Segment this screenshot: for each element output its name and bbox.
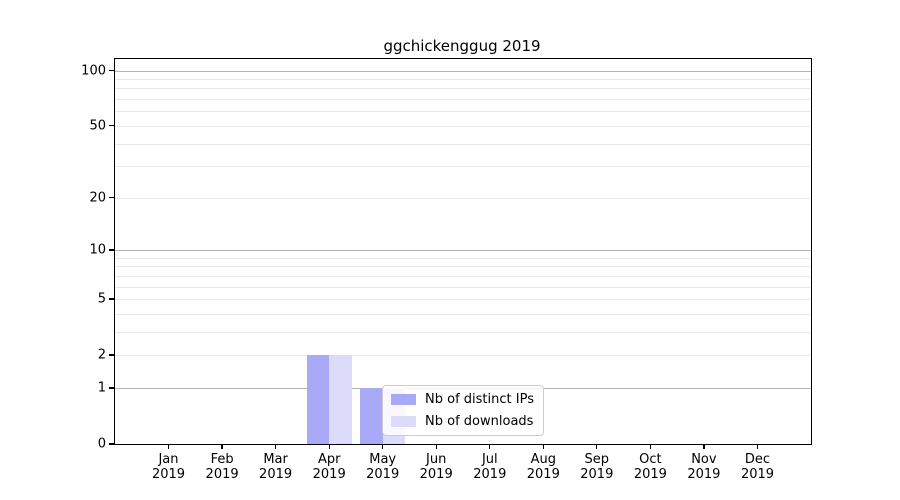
- y-tick-label: 10: [89, 242, 106, 258]
- bar-distinct-ips: [306, 355, 330, 444]
- x-tick: [703, 444, 705, 449]
- x-tick-label: Aug 2019: [526, 452, 560, 483]
- y-tick-label: 5: [97, 291, 106, 307]
- x-tick: [435, 444, 437, 449]
- minor-gridline: [115, 355, 811, 357]
- minor-gridline: [115, 78, 811, 80]
- x-tick: [274, 444, 277, 449]
- x-tick-label: Oct 2019: [633, 452, 667, 483]
- minor-gridline: [115, 111, 811, 113]
- minor-gridline: [115, 266, 811, 268]
- y-tick: [109, 298, 115, 300]
- y-tick: [109, 443, 115, 445]
- major-gridline: [115, 249, 811, 251]
- minor-gridline: [115, 286, 811, 288]
- y-tick-label: 2: [97, 347, 106, 363]
- legend-item-downloads: Nb of downloads: [391, 414, 534, 429]
- legend: Nb of distinct IPs Nb of downloads: [382, 385, 544, 436]
- minor-gridline: [115, 299, 811, 300]
- y-tick: [109, 196, 115, 199]
- x-tick: [382, 444, 384, 449]
- plot-area: Nb of distinct IPs Nb of downloads 0 1 2 5 1…: [81, 58, 812, 482]
- minor-gridline: [115, 331, 811, 333]
- y-tick: [109, 69, 115, 72]
- legend-item-distinct-ips: Nb of distinct IPs: [391, 392, 534, 407]
- y-tick-label: 20: [89, 190, 106, 206]
- minor-gridline: [115, 197, 811, 199]
- x-tick-label: Jun 2019: [419, 452, 453, 483]
- y-tick-label: 1: [97, 380, 106, 396]
- x-tick: [221, 444, 223, 449]
- x-tick-label: May 2019: [366, 452, 400, 483]
- x-tick: [167, 444, 170, 449]
- legend-swatch-distinct-ips: [391, 394, 417, 405]
- x-tick: [328, 444, 330, 449]
- x-tick: [596, 444, 598, 449]
- bar-downloads: [329, 355, 352, 444]
- x-tick-label: Dec 2019: [740, 452, 775, 483]
- y-tick-label: 0: [97, 436, 106, 452]
- chart-title: ggchickenggug 2019: [383, 37, 541, 55]
- y-tick-label: 50: [89, 118, 106, 134]
- x-tick: [542, 444, 544, 449]
- major-gridline: [115, 70, 811, 72]
- minor-gridline: [115, 88, 811, 90]
- x-tick-label: Apr 2019: [312, 452, 346, 483]
- minor-gridline: [115, 125, 811, 127]
- x-tick: [649, 444, 652, 449]
- x-tick: [756, 444, 759, 449]
- minor-gridline: [115, 275, 811, 277]
- minor-gridline: [115, 257, 811, 259]
- x-tick-label: Nov 2019: [687, 452, 721, 483]
- y-tick-label: 100: [81, 63, 106, 78]
- x-tick: [489, 444, 491, 449]
- y-tick: [109, 249, 115, 251]
- minor-gridline: [115, 313, 811, 315]
- y-tick: [109, 387, 115, 389]
- legend-label-downloads: Nb of downloads: [425, 414, 534, 429]
- minor-gridline: [115, 143, 811, 145]
- x-tick-label: Jan 2019: [151, 452, 186, 483]
- x-tick-label: Jul 2019: [473, 452, 507, 483]
- y-tick: [109, 354, 115, 356]
- bar-distinct-ips: [360, 387, 383, 444]
- y-tick: [109, 125, 115, 127]
- x-tick-label: Mar 2019: [259, 452, 293, 483]
- minor-gridline: [115, 99, 811, 100]
- x-tick-label: Feb 2019: [205, 452, 239, 483]
- legend-swatch-downloads: [391, 416, 417, 427]
- minor-gridline: [115, 166, 811, 168]
- legend-label-distinct-ips: Nb of distinct IPs: [425, 392, 534, 407]
- x-tick-label: Sep 2019: [580, 452, 614, 483]
